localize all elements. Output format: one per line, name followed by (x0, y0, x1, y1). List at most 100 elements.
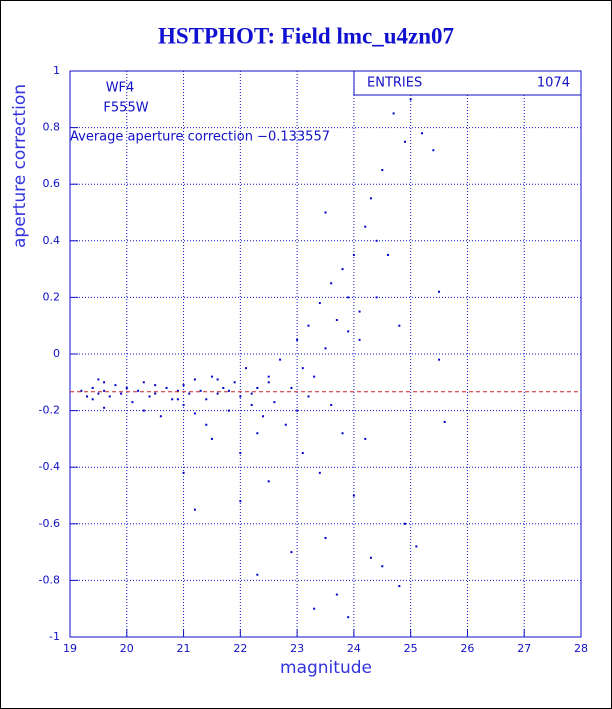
point (86, 395, 89, 398)
point (386, 253, 389, 256)
point (341, 432, 344, 435)
point (91, 386, 94, 389)
point (296, 409, 299, 412)
y-tick-label: -0.2 (39, 404, 60, 417)
point (313, 375, 316, 378)
point (205, 398, 208, 401)
point (239, 395, 242, 398)
point (125, 386, 128, 389)
point (154, 392, 157, 395)
point (324, 347, 327, 350)
stats-label: ENTRIES (367, 76, 422, 91)
point (182, 384, 185, 387)
y-tick-label: 0.6 (43, 177, 61, 190)
stats-value: 1074 (537, 76, 570, 91)
point (222, 386, 225, 389)
point (227, 409, 230, 412)
point (120, 392, 123, 395)
chart-title: HSTPHOT: Field lmc_u4zn07 (158, 23, 454, 48)
y-tick-label: 0.8 (43, 121, 61, 134)
x-tick-label: 20 (120, 642, 134, 655)
annotation: F555W (103, 101, 148, 116)
point (307, 324, 310, 327)
x-tick-label: 23 (290, 642, 304, 655)
x-tick-label: 27 (517, 642, 531, 655)
point (358, 310, 361, 313)
point (114, 384, 117, 387)
point (216, 392, 219, 395)
point (381, 169, 384, 172)
point (165, 386, 168, 389)
x-tick-label: 25 (404, 642, 418, 655)
point (273, 401, 276, 404)
point (284, 423, 287, 426)
y-axis-label: aperture correction (10, 84, 30, 248)
point (330, 403, 333, 406)
y-tick-label: -1 (49, 630, 60, 643)
point (210, 375, 213, 378)
point (364, 225, 367, 228)
point (443, 420, 446, 423)
point (421, 132, 424, 135)
point (97, 392, 100, 395)
y-tick-label: -0.6 (39, 517, 60, 530)
point (176, 389, 179, 392)
point (381, 565, 384, 568)
point (205, 423, 208, 426)
y-tick-label: 0.4 (43, 234, 61, 247)
point (142, 381, 145, 384)
y-tick-label: 0.2 (43, 290, 61, 303)
point (256, 432, 259, 435)
point (296, 338, 299, 341)
point (335, 593, 338, 596)
point (154, 384, 157, 387)
point (227, 389, 230, 392)
point (193, 412, 196, 415)
point (438, 290, 441, 293)
point (267, 375, 270, 378)
point (403, 522, 406, 525)
x-tick-label: 28 (574, 642, 588, 655)
point (256, 573, 259, 576)
point (250, 403, 253, 406)
point (301, 452, 304, 455)
point (318, 302, 321, 305)
point (262, 415, 265, 418)
y-tick-label: 0 (53, 347, 60, 360)
point (80, 389, 83, 392)
point (307, 395, 310, 398)
point (341, 268, 344, 271)
point (330, 282, 333, 285)
point (239, 452, 242, 455)
point (103, 389, 106, 392)
point (193, 508, 196, 511)
point (131, 401, 134, 404)
y-tick-label: 1 (53, 64, 60, 77)
point (432, 149, 435, 152)
point (148, 395, 151, 398)
point (369, 556, 372, 559)
point (267, 480, 270, 483)
point (335, 319, 338, 322)
point (159, 415, 162, 418)
point (267, 381, 270, 384)
point (233, 381, 236, 384)
point (347, 330, 350, 333)
point (403, 140, 406, 143)
annotation: WF4 (106, 81, 135, 96)
plot-frame (69, 70, 582, 638)
point (182, 403, 185, 406)
point (409, 98, 412, 101)
point (256, 386, 259, 389)
point (352, 494, 355, 497)
point (239, 500, 242, 503)
point (438, 358, 441, 361)
point (398, 324, 401, 327)
stats-box (353, 70, 582, 96)
point (193, 378, 196, 381)
point (369, 197, 372, 200)
annotation: Average aperture correction −0.133557 (70, 130, 330, 145)
point (210, 437, 213, 440)
